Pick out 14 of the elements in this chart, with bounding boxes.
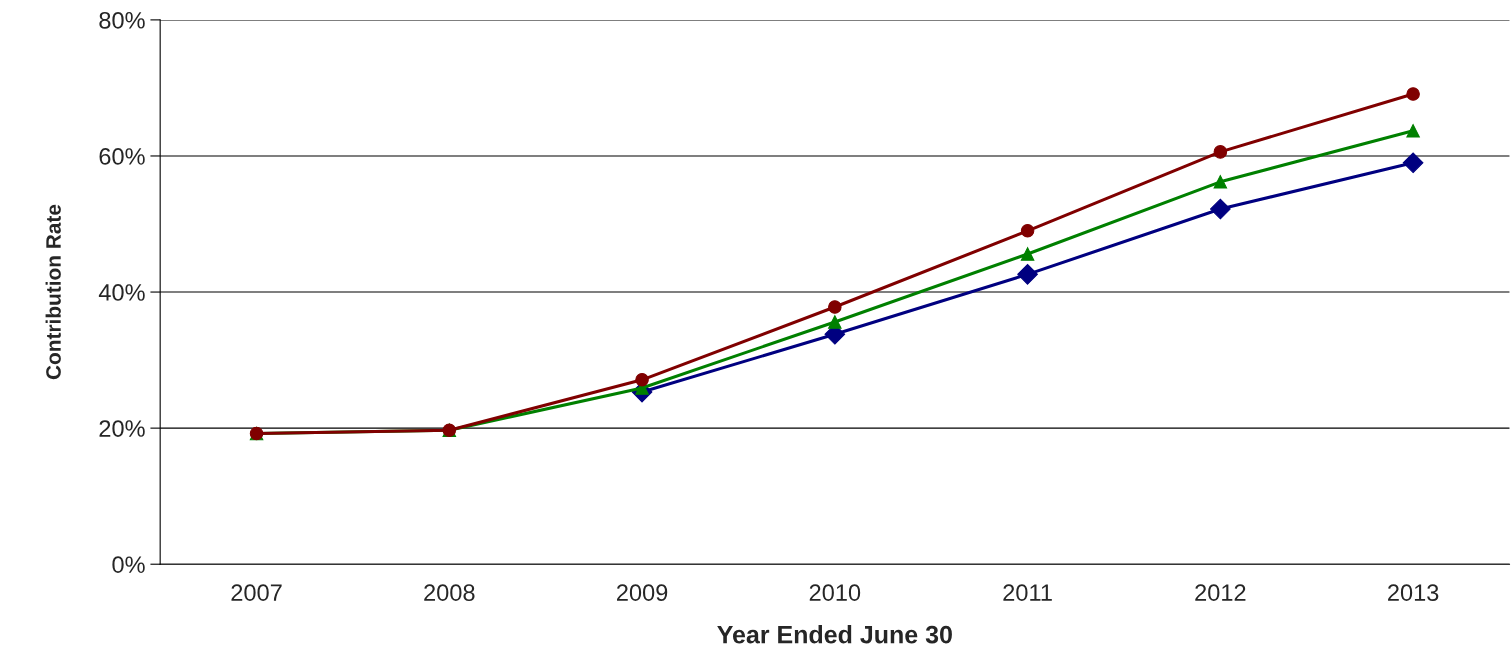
y-axis-title: Contribution Rate	[45, 204, 61, 380]
x-tick-label: 2007	[231, 584, 282, 601]
y-tick-label: 0%	[112, 556, 145, 573]
y-tick-label: 20%	[99, 420, 145, 437]
y-tick-label: 60%	[99, 148, 145, 165]
x-tick-label: 2011	[1003, 584, 1052, 601]
x-tick-label: 2013	[1388, 584, 1439, 601]
x-axis-title: Year Ended June 30	[717, 625, 952, 644]
y-tick-label: 80%	[99, 11, 145, 29]
y-tick-label: 40%	[98, 284, 145, 301]
x-tick-label: 2009	[616, 584, 668, 601]
x-tick-label: 2010	[809, 584, 861, 601]
x-tick-label: 2008	[424, 584, 475, 601]
x-tick-label: 2012	[1195, 584, 1246, 601]
